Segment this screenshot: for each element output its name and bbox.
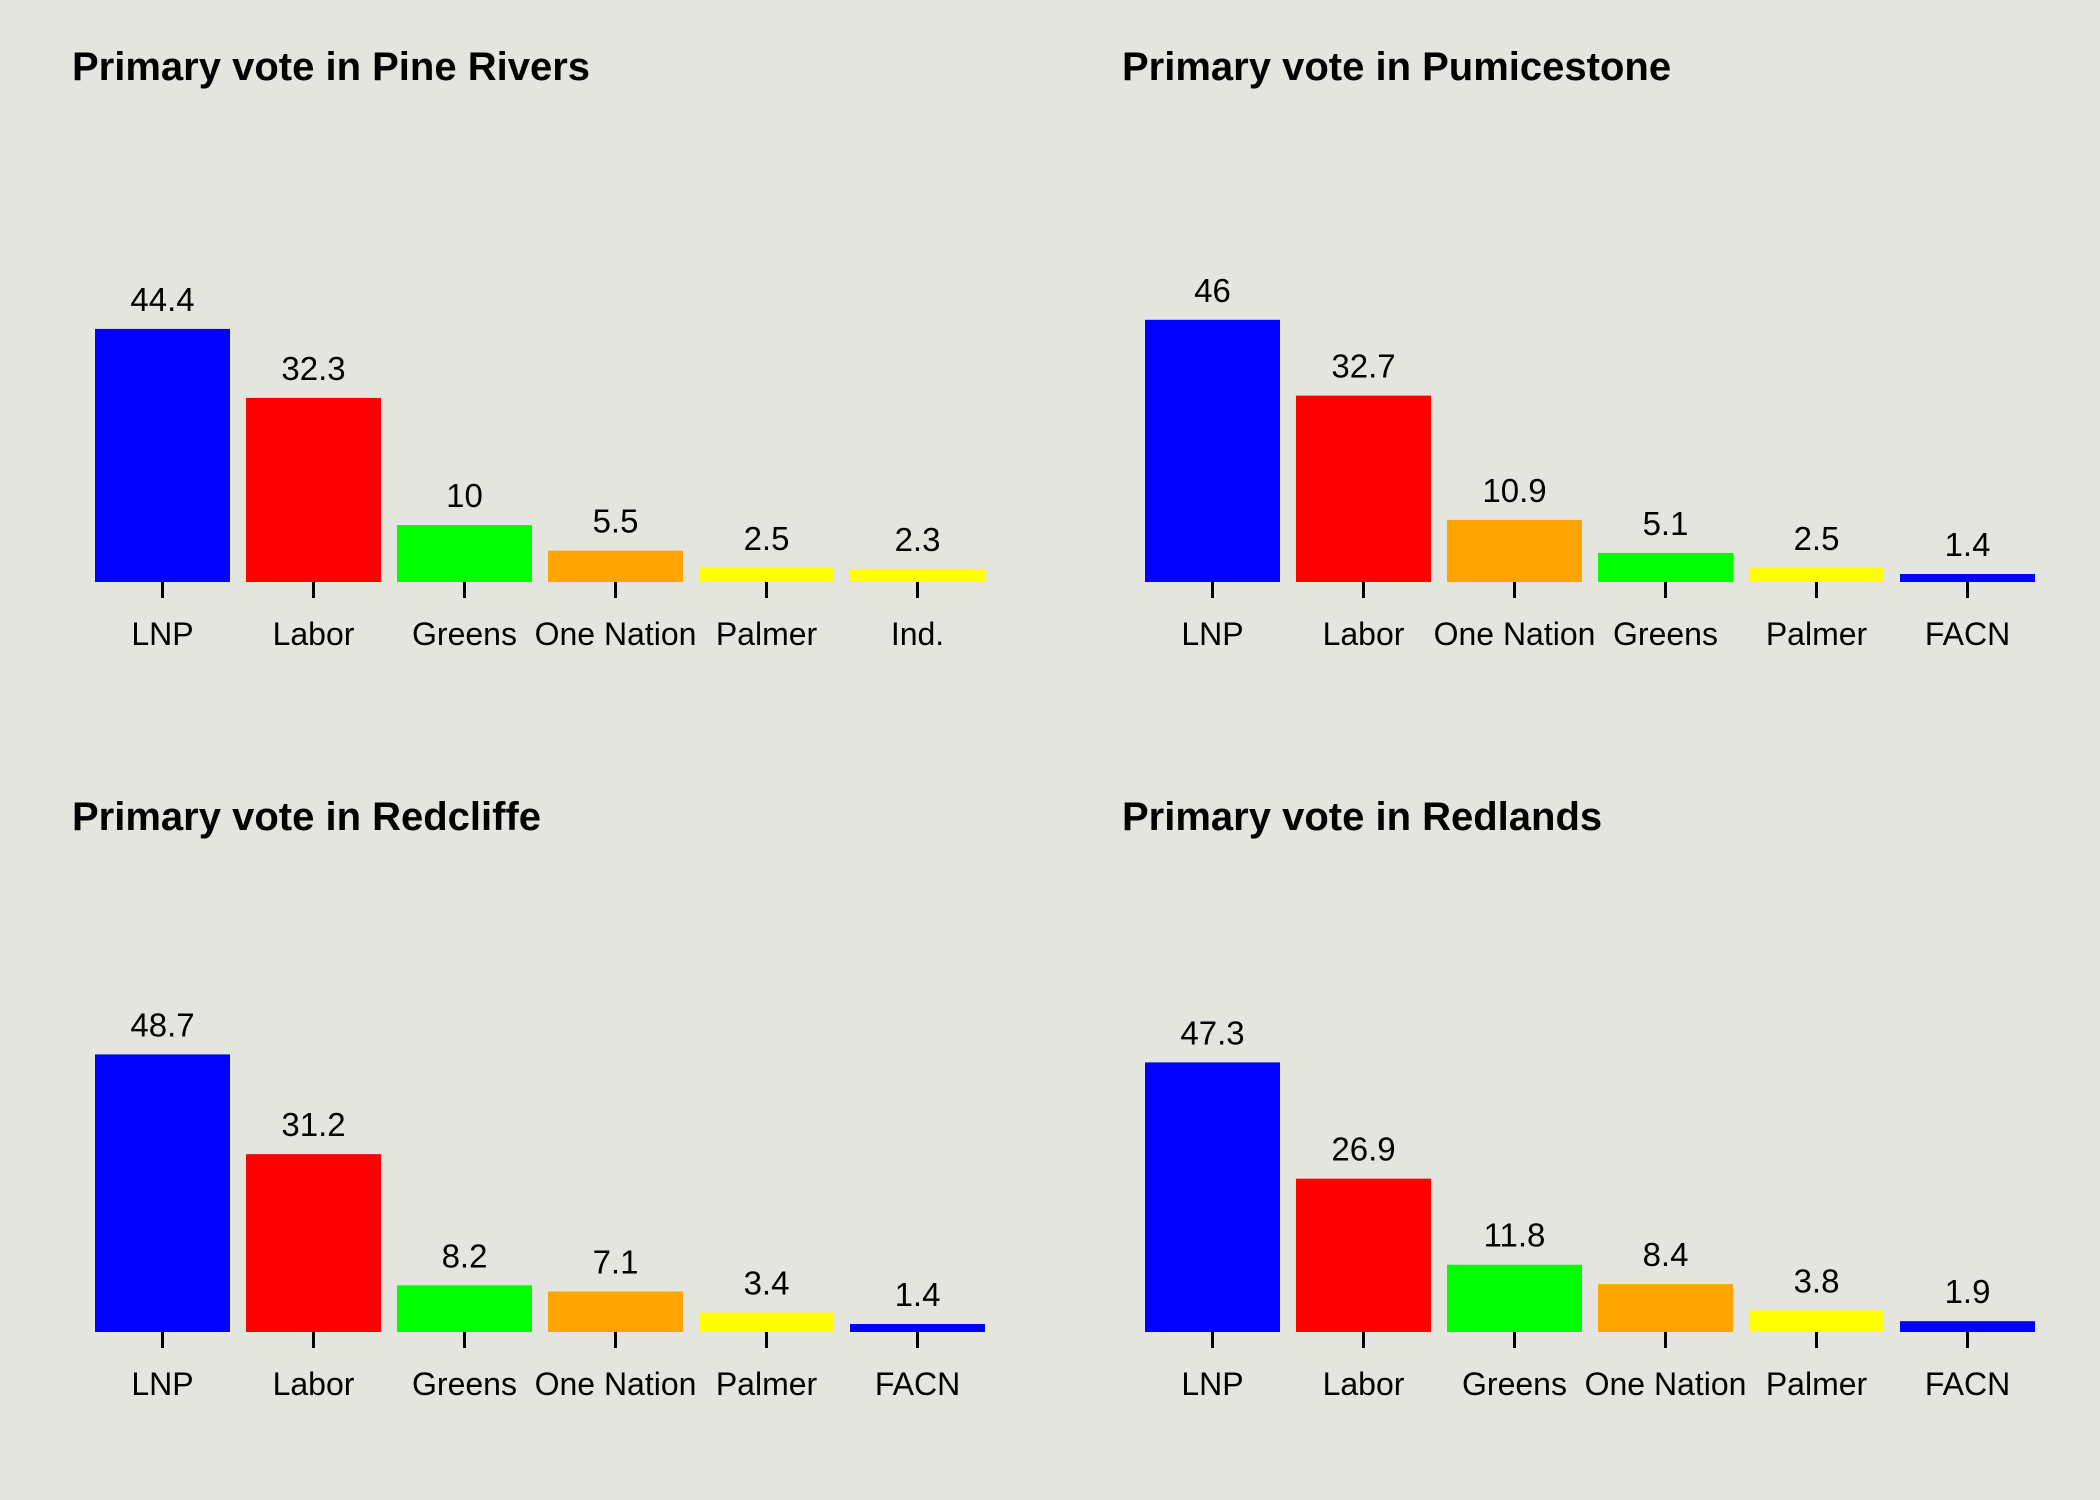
data-label-lnp: 46 (1194, 272, 1231, 309)
x-tick-label-lnp: LNP (1181, 1366, 1243, 1402)
x-tick-label-one-nation: One Nation (1585, 1366, 1747, 1402)
data-label-facn: 1.4 (1945, 526, 1991, 563)
data-label-labor: 32.7 (1331, 348, 1395, 385)
data-label-ind: 2.3 (895, 521, 941, 558)
x-tick-label-palmer: Palmer (716, 616, 818, 652)
bar-group: 48.7 LNP 31.2 Labor 8.2 Greens 7.1 One Nation 3.… (95, 1006, 985, 1402)
bar-one-nation (548, 1291, 683, 1332)
chart-panel-redcliffe: Primary vote in Redcliffe 48.7 LNP 31.2 Lab… (72, 795, 985, 1402)
chart-panel-pine-rivers: Primary vote in Pine Rivers 44.4 LNP 32.3 L… (72, 45, 985, 652)
bar-one-nation (548, 550, 683, 582)
data-label-palmer: 3.4 (744, 1265, 790, 1302)
bar-one-nation (1598, 1284, 1733, 1332)
x-tick-label-greens: Greens (1462, 1366, 1567, 1402)
data-label-one-nation: 5.5 (593, 503, 639, 540)
bar-facn (850, 1324, 985, 1332)
chart-title: Primary vote in Redcliffe (72, 795, 541, 839)
x-tick-label-palmer: Palmer (716, 1366, 818, 1402)
bar-palmer (699, 567, 834, 582)
x-tick-label-ind: Ind. (891, 616, 944, 652)
bar-group: 47.3 LNP 26.9 Labor 11.8 Greens 8.4 One Nation 3… (1145, 1014, 2035, 1402)
chart-title: Primary vote in Pumicestone (1122, 45, 1671, 89)
x-tick-label-lnp: LNP (1181, 616, 1243, 652)
x-tick-label-lnp: LNP (131, 1366, 193, 1402)
data-label-lnp: 48.7 (130, 1006, 194, 1043)
bar-labor (246, 1154, 381, 1332)
bar-facn (1900, 574, 2035, 582)
x-tick-label-greens: Greens (1613, 616, 1718, 652)
x-tick-label-one-nation: One Nation (535, 616, 697, 652)
data-label-greens: 8.2 (442, 1237, 488, 1274)
x-tick-label-one-nation: One Nation (1434, 616, 1596, 652)
bar-group: 46 LNP 32.7 Labor 10.9 One Nation 5.1 Greens 2.5… (1145, 272, 2035, 652)
bar-labor (246, 397, 381, 582)
x-tick-label-one-nation: One Nation (535, 1366, 697, 1402)
bar-greens (1447, 1264, 1582, 1332)
data-label-one-nation: 8.4 (1643, 1236, 1689, 1273)
bar-lnp (1145, 319, 1280, 582)
x-tick-label-greens: Greens (412, 616, 517, 652)
bar-palmer (1749, 1310, 1884, 1332)
bar-palmer (1749, 567, 1884, 582)
data-label-palmer: 3.8 (1794, 1262, 1840, 1299)
data-label-lnp: 44.4 (130, 281, 194, 318)
data-label-palmer: 2.5 (744, 520, 790, 557)
x-tick-label-facn: FACN (1925, 616, 2010, 652)
chart-panel-redlands: Primary vote in Redlands 47.3 LNP 26.9 Labo… (1122, 795, 2035, 1402)
bar-palmer (699, 1312, 834, 1332)
bar-lnp (1145, 1062, 1280, 1332)
bar-labor (1296, 1178, 1431, 1332)
chart-title: Primary vote in Pine Rivers (72, 45, 590, 89)
x-tick-label-labor: Labor (1323, 1366, 1405, 1402)
data-label-one-nation: 10.9 (1482, 472, 1546, 509)
bar-lnp (95, 1054, 230, 1332)
x-tick-label-greens: Greens (412, 1366, 517, 1402)
x-tick-label-labor: Labor (1323, 616, 1405, 652)
x-tick-label-lnp: LNP (131, 616, 193, 652)
bar-lnp (95, 328, 230, 582)
data-label-facn: 1.4 (895, 1276, 941, 1313)
data-label-palmer: 2.5 (1794, 520, 1840, 557)
bar-one-nation (1447, 519, 1582, 582)
x-tick-label-facn: FACN (875, 1366, 960, 1402)
data-label-facn: 1.9 (1945, 1273, 1991, 1310)
chart-title: Primary vote in Redlands (1122, 795, 1602, 839)
bar-labor (1296, 395, 1431, 582)
data-label-greens: 10 (446, 477, 483, 514)
x-tick-label-palmer: Palmer (1766, 1366, 1868, 1402)
bar-greens (1598, 552, 1733, 582)
x-tick-label-facn: FACN (1925, 1366, 2010, 1402)
bar-group: 44.4 LNP 32.3 Labor 10 Greens 5.5 One Nation 2.5… (95, 281, 985, 652)
x-tick-label-labor: Labor (273, 1366, 355, 1402)
bar-greens (397, 525, 532, 582)
data-label-labor: 26.9 (1331, 1131, 1395, 1168)
x-tick-label-labor: Labor (273, 616, 355, 652)
data-label-greens: 11.8 (1484, 1217, 1546, 1254)
chart-panel-pumicestone: Primary vote in Pumicestone 46 LNP 32.7 Lab… (1122, 45, 2035, 652)
x-tick-label-palmer: Palmer (1766, 616, 1868, 652)
bar-ind (850, 568, 985, 582)
bar-facn (1900, 1321, 2035, 1332)
data-label-one-nation: 7.1 (593, 1244, 639, 1281)
bar-greens (397, 1285, 532, 1332)
data-label-labor: 31.2 (281, 1106, 345, 1143)
data-label-lnp: 47.3 (1180, 1014, 1244, 1051)
data-label-labor: 32.3 (281, 350, 345, 387)
data-label-greens: 5.1 (1643, 505, 1689, 542)
